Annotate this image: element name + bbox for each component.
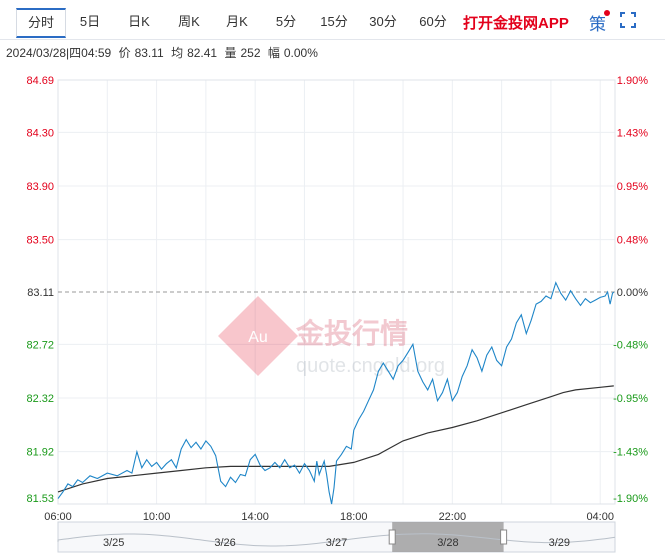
volume-value: 252 <box>240 46 261 60</box>
tab-60-min[interactable]: 60分 <box>419 14 447 29</box>
time-tick-label: 04:00 <box>586 511 614 523</box>
intraday-chart[interactable]: Au 金投行情 quote.cngold.org 84.69 84.30 83.90… <box>0 62 665 556</box>
percent-tick-label: -0.95% <box>613 393 648 405</box>
tab-intraday[interactable]: 分时 <box>16 8 66 38</box>
average-price-line <box>57 385 614 493</box>
avg-value: 82.41 <box>187 46 218 60</box>
tab-15-min[interactable]: 15分 <box>320 14 348 29</box>
range-value: 0.00% <box>283 46 318 60</box>
price-tick-label: 81.92 <box>26 447 54 459</box>
watermark-logo-text: Au <box>248 329 268 346</box>
range-label: 幅 <box>267 46 280 60</box>
price-line <box>57 281 615 505</box>
percent-tick-label: 1.90% <box>617 75 648 87</box>
watermark: Au 金投行情 quote.cngold.org <box>218 296 445 377</box>
watermark-url: quote.cngold.org <box>296 355 445 377</box>
price-tick-label: 84.69 <box>26 75 54 87</box>
time-axis-labels: 06:00 10:00 14:00 18:00 22:00 04:00 <box>44 511 614 523</box>
time-tick-label: 10:00 <box>143 511 171 523</box>
time-tick-label: 22:00 <box>439 511 467 523</box>
price-tick-label: 84.30 <box>26 127 54 139</box>
price-tick-label: 82.32 <box>26 393 54 405</box>
volume-label: 量 <box>224 46 237 60</box>
navigator-trend-line <box>57 533 616 547</box>
period-tab-bar: 分时 5日 日K 周K 月K 5分 15分 30分 60分 打开金投网APP 策 <box>0 0 665 40</box>
tab-30-min[interactable]: 30分 <box>369 14 397 29</box>
watermark-name: 金投行情 <box>295 317 408 350</box>
notification-dot <box>604 10 610 16</box>
tab-monthly-k[interactable]: 月K <box>226 14 248 29</box>
time-tick-label: 18:00 <box>340 511 368 523</box>
price-label: 价 <box>118 46 131 60</box>
percent-tick-label: -1.43% <box>613 447 648 459</box>
percent-tick-label: 0.00% <box>617 287 648 299</box>
open-app-link[interactable]: 打开金投网APP <box>463 15 569 32</box>
tab-weekly-k[interactable]: 周K <box>178 14 200 29</box>
navigator-track <box>57 521 616 553</box>
navigator-date-label: 3/29 <box>549 537 570 549</box>
chart-grid <box>57 79 616 505</box>
fullscreen-icon[interactable] <box>620 12 636 28</box>
price-tick-label: 83.50 <box>26 235 54 247</box>
avg-label: 均 <box>171 46 184 60</box>
watermark-logo-icon <box>218 296 298 376</box>
percent-axis-labels: 1.90% 1.43% 0.95% 0.48% 0.00% -0.48% -0.95% -1.… <box>613 75 648 505</box>
percent-tick-label: 0.95% <box>617 181 648 193</box>
price-value: 83.11 <box>134 46 164 60</box>
tab-5-day[interactable]: 5日 <box>79 14 101 29</box>
percent-tick-label: -0.48% <box>613 339 648 351</box>
info-datetime: 2024/03/28|四04:59 <box>6 46 112 60</box>
price-tick-label: 82.72 <box>26 339 54 351</box>
plot-border <box>57 79 616 505</box>
date-navigator[interactable]: 3/25 3/26 3/27 3/28 3/29 <box>57 521 616 553</box>
navigator-handle <box>500 529 508 545</box>
price-tick-label: 81.53 <box>26 493 54 505</box>
time-tick-label: 14:00 <box>241 511 269 523</box>
price-axis-labels: 84.69 84.30 83.90 83.50 83.11 82.72 82.32 81.92… <box>26 75 54 505</box>
quote-info-bar: 2024/03/28|四04:59 价 83.11 均 82.41 量 252 幅 0.… <box>6 44 322 61</box>
navigator-handle <box>388 529 396 545</box>
tab-5-min[interactable]: 5分 <box>275 14 297 29</box>
navigator-selection <box>392 522 504 552</box>
price-tick-label: 83.90 <box>26 181 54 193</box>
percent-tick-label: -1.90% <box>613 493 648 505</box>
navigator-date-label: 3/27 <box>326 537 347 549</box>
navigator-date-label: 3/28 <box>437 537 458 549</box>
tab-daily-k[interactable]: 日K <box>128 14 150 29</box>
navigator-date-label: 3/25 <box>103 537 124 549</box>
price-tick-label: 83.11 <box>27 287 54 299</box>
strategy-button[interactable]: 策 <box>589 15 606 34</box>
time-tick-label: 06:00 <box>44 511 72 523</box>
percent-tick-label: 0.48% <box>617 235 648 247</box>
navigator-date-label: 3/26 <box>214 537 235 549</box>
percent-tick-label: 1.43% <box>617 127 648 139</box>
